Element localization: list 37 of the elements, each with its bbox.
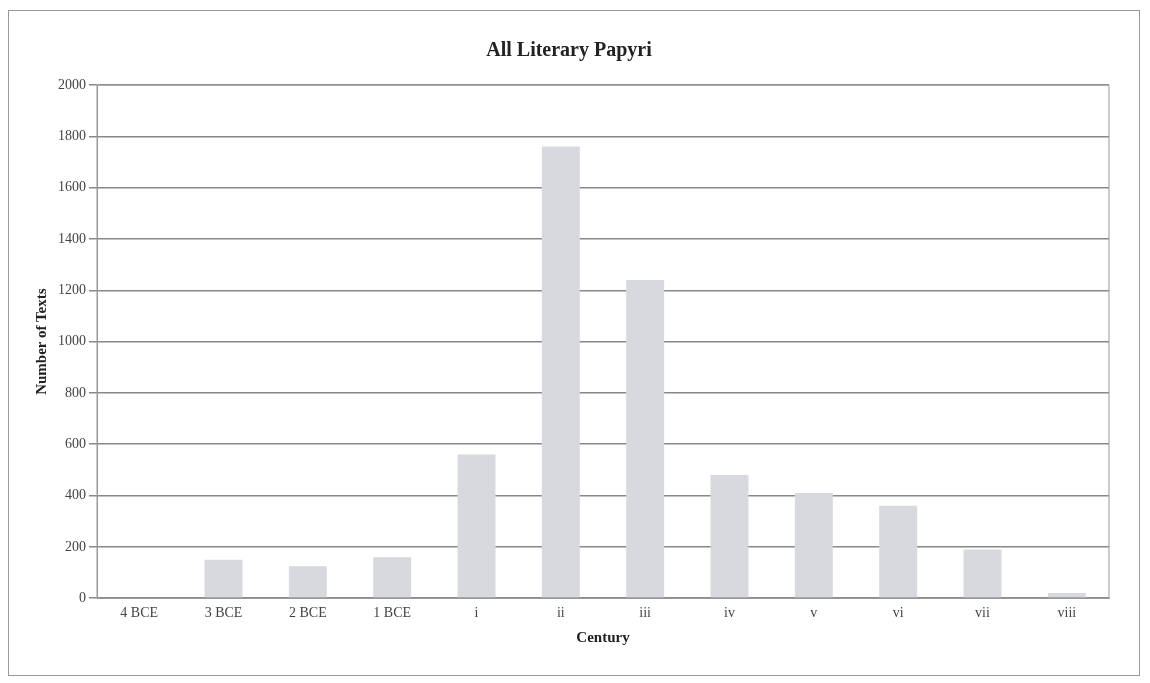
x-tick-label: viii	[1057, 605, 1077, 621]
y-tick-label: 400	[65, 487, 86, 503]
y-tick-label: 200	[65, 538, 86, 554]
x-tick-label: ii	[556, 605, 565, 621]
bar	[457, 454, 496, 598]
y-tick-label: 1600	[58, 179, 86, 195]
y-tick-label: 1200	[58, 281, 86, 297]
x-tick-label: iv	[724, 605, 735, 621]
bar	[879, 505, 918, 598]
bar	[963, 549, 1002, 598]
y-tick-label: 800	[65, 384, 86, 400]
y-tick-label: 1800	[58, 127, 86, 143]
y-axis-title: Number of Texts	[32, 288, 49, 395]
x-axis-title: Century	[576, 628, 631, 645]
x-tick-label: i	[474, 605, 479, 621]
x-tick-label: 3 BCE	[204, 605, 243, 621]
bar	[1047, 593, 1086, 598]
bar	[541, 146, 580, 598]
bar	[204, 559, 243, 598]
bar	[373, 557, 412, 598]
bar	[794, 492, 833, 598]
bar	[626, 280, 665, 598]
x-tick-label: v	[810, 605, 818, 621]
y-tick-label: 1400	[58, 230, 86, 246]
y-tick-label: 600	[65, 435, 86, 451]
x-tick-label: vii	[975, 605, 990, 621]
bar	[710, 475, 749, 598]
y-tick-label: 1000	[58, 333, 86, 349]
x-tick-label: vi	[892, 605, 904, 621]
y-tick-label: 0	[79, 589, 86, 605]
x-tick-label: 1 BCE	[373, 605, 412, 621]
y-tick-label: 2000	[58, 76, 86, 92]
x-tick-label: 2 BCE	[288, 605, 327, 621]
chart-title: All Literary Papyri	[486, 38, 653, 62]
x-tick-label: iii	[639, 605, 652, 621]
x-tick-label: 4 BCE	[120, 605, 159, 621]
bar	[288, 566, 327, 598]
